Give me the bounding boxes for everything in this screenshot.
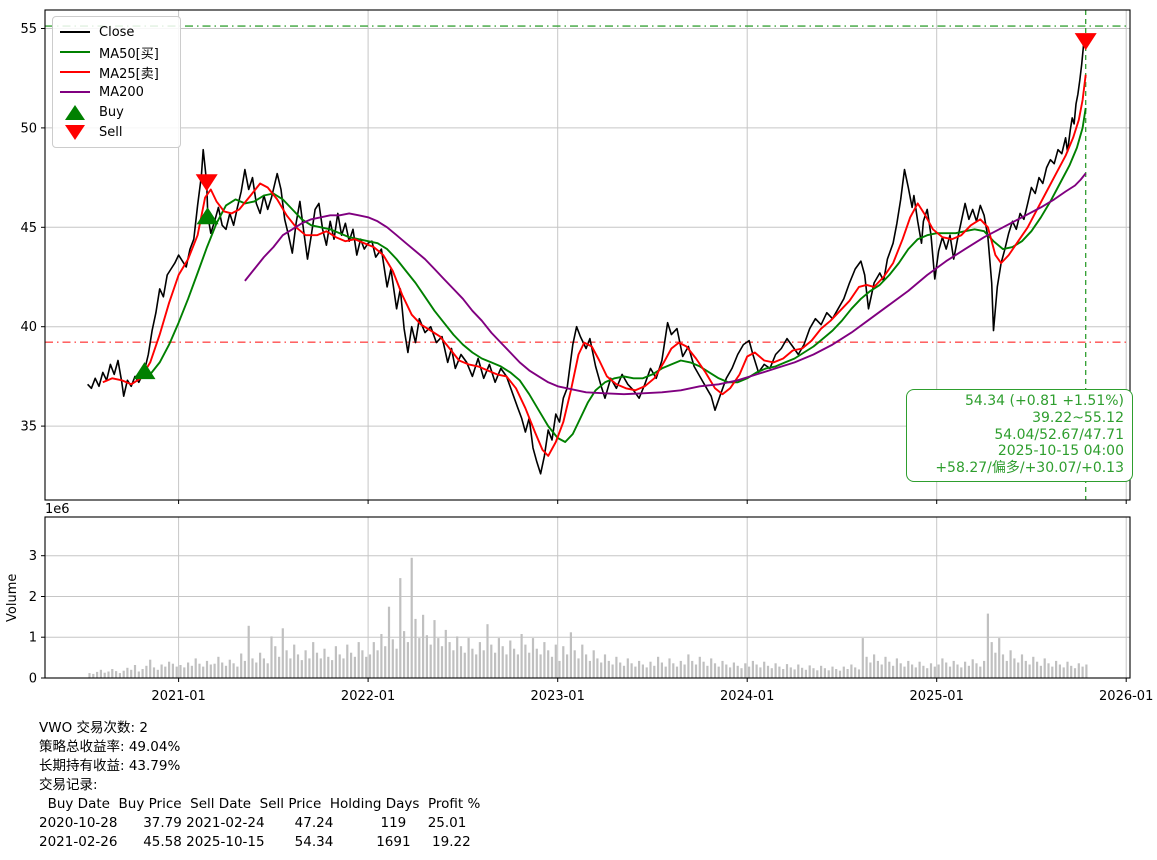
- legend-item-label: MA50[买]: [99, 46, 159, 62]
- volume-scale-offset-label: 1e6: [45, 502, 70, 517]
- indicator-values: +58.27/偏多/+30.07/+0.13: [935, 460, 1124, 477]
- legend-item-ma50: MA50[买]: [60, 42, 172, 62]
- legend-item-buy: Buy: [60, 102, 172, 122]
- price-tick-label: 40: [20, 320, 37, 335]
- quote-info-box: 54.34 (+0.81 +1.51%) 39.22~55.12 54.04/5…: [906, 389, 1133, 482]
- ma200-line: [244, 172, 1087, 396]
- trade-table-row: 2020-10-28 37.79 2021-02-24 47.24 119 25…: [39, 815, 467, 831]
- date-tick-label: 2025-01: [910, 689, 964, 704]
- volume-panel-border: [44, 516, 1131, 679]
- legend-line-swatch: [60, 30, 90, 34]
- volume-tick-label: 1: [29, 631, 37, 646]
- legend-item-sell: Sell: [60, 122, 172, 142]
- volume-bars: [88, 557, 1088, 678]
- line-sample: [60, 90, 90, 94]
- trade-table-row: 2021-02-26 45.58 2025-10-15 54.34 1691 1…: [39, 834, 471, 850]
- last-price-and-change: 54.34 (+0.81 +1.51%): [964, 393, 1124, 409]
- legend-marker-swatch: [60, 124, 90, 140]
- date-tick-label: 2023-01: [531, 689, 585, 704]
- trade-table-header: Buy Date Buy Price Sell Date Sell Price …: [39, 796, 481, 812]
- date-tick-label: 2022-01: [341, 689, 395, 704]
- chart-legend: Close MA50[买] MA25[卖] MA200 Buy Sell: [52, 16, 181, 148]
- price-tick-label: 55: [20, 22, 37, 37]
- buy-marker: [196, 207, 219, 225]
- legend-line-swatch: [60, 90, 90, 94]
- volume-tick-label: 3: [29, 549, 37, 564]
- trade-statistics: VWO 交易次数: 2 策略总收益率: 49.04% 长期持有收益: 43.79…: [39, 719, 480, 852]
- date-tick-label: 2026-01: [1099, 689, 1153, 704]
- legend-marker-swatch: [60, 104, 90, 120]
- line-sample: [60, 70, 90, 74]
- volume-tick-label: 2: [29, 590, 37, 605]
- sell-marker: [1074, 33, 1097, 51]
- price-range: 39.22~55.12: [1032, 409, 1124, 426]
- legend-item-label: MA25[卖]: [99, 66, 159, 82]
- line-sample: [60, 50, 90, 54]
- trade-record-heading: 交易记录:: [39, 777, 98, 793]
- sell-triangle-icon: [65, 124, 85, 140]
- date-tick-label: 2021-01: [151, 689, 205, 704]
- price-tick-label: 35: [20, 420, 37, 435]
- legend-line-swatch: [60, 50, 90, 54]
- legend-item-label: MA200: [99, 84, 144, 100]
- volume-tick-label: 0: [29, 672, 37, 687]
- date-tick-label: 2024-01: [720, 689, 774, 704]
- legend-item-ma25: MA25[卖]: [60, 62, 172, 82]
- buy-hold-return: 长期持有收益: 43.79%: [39, 758, 181, 774]
- legend-item-label: Buy: [99, 104, 124, 120]
- sell-marker: [195, 174, 218, 192]
- legend-item-label: Close: [99, 24, 135, 40]
- trade-count: VWO 交易次数: 2: [39, 720, 148, 736]
- axis-ticks-and-labels: 35 40 45 50 55 0 1 2 3 2021-01 2022-01 2023-01 2024-…: [5, 22, 1153, 704]
- legend-line-swatch: [60, 70, 90, 74]
- quote-timestamp: 2025-10-15 04:00: [997, 443, 1124, 460]
- legend-item-ma200: MA200: [60, 82, 172, 102]
- price-volume-chart: 35 40 45 50 55 0 1 2 3 2021-01 2022-01 2023-01 2024-…: [5, 9, 1153, 704]
- price-tick-label: 45: [20, 221, 37, 236]
- buy-triangle-icon: [65, 104, 85, 120]
- price-tick-label: 50: [20, 121, 37, 136]
- legend-item-close: Close: [60, 22, 172, 42]
- volume-axis-label: Volume: [5, 574, 20, 622]
- buy-marker: [133, 362, 156, 380]
- ma-values: 54.04/52.67/47.71: [994, 426, 1124, 443]
- legend-item-label: Sell: [99, 124, 123, 140]
- ma25-line: [102, 74, 1087, 457]
- strategy-return: 策略总收益率: 49.04%: [39, 739, 181, 755]
- line-sample: [60, 30, 90, 34]
- price-panel-border: [44, 9, 1131, 501]
